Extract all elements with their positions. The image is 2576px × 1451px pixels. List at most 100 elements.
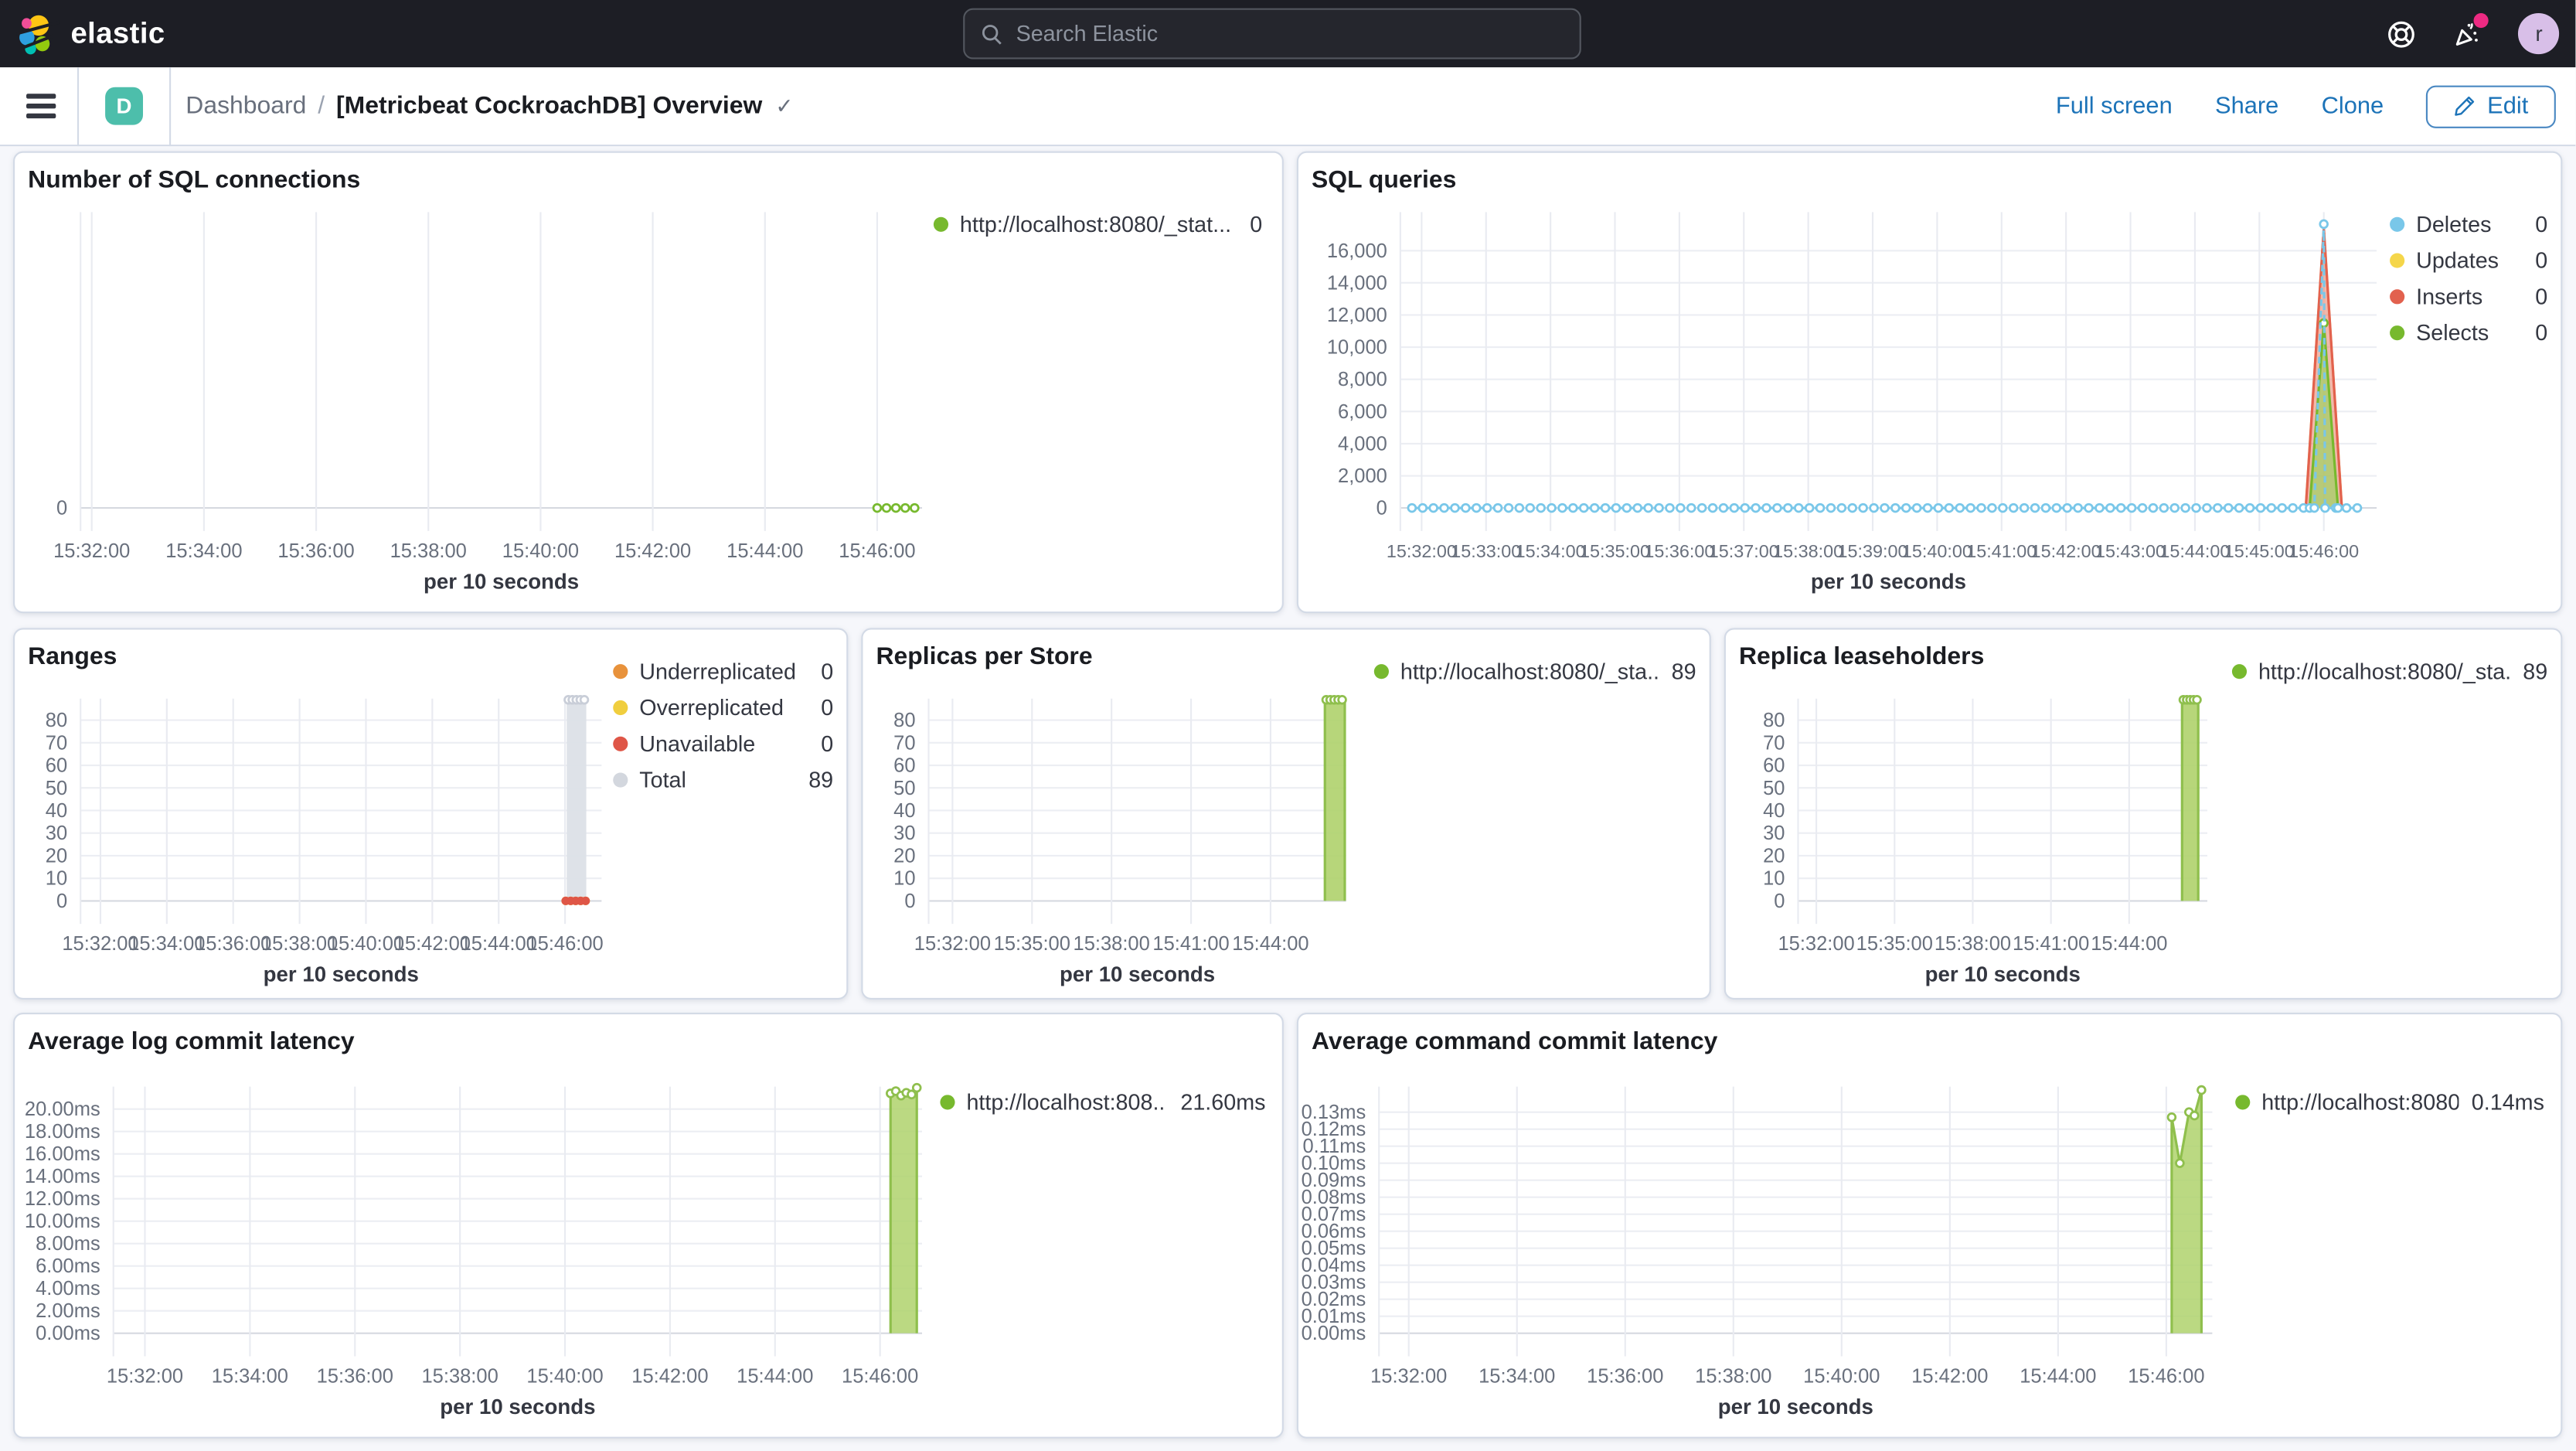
svg-text:80: 80 (46, 710, 67, 731)
svg-text:20: 20 (1763, 845, 1785, 867)
legend-item[interactable]: Overreplicated 0 (613, 696, 833, 720)
legend-series-value: 0 (1250, 212, 1263, 237)
legend-item[interactable]: Selects 0 (2390, 321, 2547, 346)
svg-text:15:42:00: 15:42:00 (1911, 1365, 1988, 1387)
legend-item[interactable]: Underreplicated 0 (613, 659, 833, 684)
svg-text:15:44:00: 15:44:00 (737, 1365, 813, 1387)
legend-series-value: 0.14ms (2471, 1089, 2544, 1115)
svg-text:2.00ms: 2.00ms (36, 1300, 100, 1322)
svg-text:15:32:00: 15:32:00 (107, 1365, 183, 1387)
ranges-chart[interactable]: 0102030405060708015:32:0015:34:0015:36:0… (15, 629, 848, 999)
legend-series-label: http://localhost:8080/_stat... (959, 212, 1232, 237)
svg-text:15:36:00: 15:36:00 (1644, 541, 1714, 561)
svg-text:8,000: 8,000 (1338, 369, 1387, 390)
menu-icon[interactable] (26, 94, 56, 118)
svg-text:15:38:00: 15:38:00 (261, 933, 338, 955)
svg-text:15:32:00: 15:32:00 (62, 933, 138, 955)
elastic-brand[interactable]: elastic (16, 0, 165, 67)
chart-legend: http://localhost:8080... 0.14ms (2235, 1090, 2544, 1126)
svg-text:70: 70 (893, 732, 915, 754)
legend-item[interactable]: Unavailable 0 (613, 731, 833, 756)
elastic-logo-icon (16, 14, 60, 54)
svg-text:15:38:00: 15:38:00 (390, 540, 467, 562)
legend-item[interactable]: Inserts 0 (2390, 284, 2547, 309)
legend-series-dot (933, 216, 949, 232)
svg-text:per 10 seconds: per 10 seconds (1060, 962, 1215, 986)
svg-text:50: 50 (46, 778, 67, 799)
panel-title: Average log commit latency (28, 1027, 355, 1056)
svg-text:40: 40 (893, 800, 915, 822)
svg-text:15:32:00: 15:32:00 (1778, 933, 1854, 955)
svg-text:per 10 seconds: per 10 seconds (1718, 1395, 1873, 1419)
svg-text:15:38:00: 15:38:00 (1695, 1365, 1771, 1387)
legend-series-label: Deletes (2416, 212, 2492, 237)
news-feed-icon[interactable] (2453, 12, 2489, 48)
breadcrumb-separator: / (318, 92, 325, 121)
legend-item[interactable]: Total 89 (613, 768, 833, 792)
svg-text:15:33:00: 15:33:00 (1451, 541, 1521, 561)
svg-text:0.01ms: 0.01ms (1302, 1306, 1366, 1327)
legend-item[interactable]: http://localhost:8080/_sta... 89 (2231, 659, 2547, 684)
legend-series-value: 89 (808, 768, 834, 793)
svg-text:10: 10 (1763, 868, 1785, 890)
svg-text:80: 80 (1763, 710, 1785, 731)
panel-title: Ranges (28, 642, 117, 671)
svg-text:0.06ms: 0.06ms (1302, 1221, 1366, 1242)
panel-average-command-commit-latency: Average command commit latency 0.00ms 0.0… (1296, 1012, 2563, 1439)
title-check-icon[interactable]: ✓ (775, 93, 794, 118)
legend-series-dot (2390, 325, 2405, 341)
legend-item[interactable]: Deletes 0 (2390, 212, 2547, 237)
panel-replicas-per-store: Replicas per Store 0 10 20 30 40 50 60 70 80 15:3… (861, 628, 1711, 1000)
legend-item[interactable]: http://localhost:808... 21.60ms (940, 1090, 1265, 1115)
legend-series-dot (613, 736, 628, 751)
svg-text:15:42:00: 15:42:00 (631, 1365, 708, 1387)
edit-button[interactable]: Edit (2426, 84, 2557, 128)
svg-text:15:40:00: 15:40:00 (1803, 1365, 1880, 1387)
svg-text:16.00ms: 16.00ms (25, 1143, 100, 1165)
svg-text:15:32:00: 15:32:00 (1387, 541, 1457, 561)
legend-series-label: Unavailable (639, 731, 756, 757)
legend-item[interactable]: Updates 0 (2390, 248, 2547, 273)
full-screen-button[interactable]: Full screen (2055, 93, 2173, 120)
svg-text:0.04ms: 0.04ms (1302, 1255, 1366, 1276)
svg-text:15:44:00: 15:44:00 (1232, 933, 1308, 955)
legend-item[interactable]: http://localhost:8080... 0.14ms (2235, 1090, 2544, 1115)
toolbar-actions: Full screen Share Clone Edit (2055, 84, 2576, 128)
svg-text:15:36:00: 15:36:00 (317, 1365, 393, 1387)
share-button[interactable]: Share (2215, 93, 2279, 120)
legend-item[interactable]: http://localhost:8080/_stat... 0 (933, 212, 1263, 237)
dashboard-app-badge[interactable]: D (105, 87, 144, 125)
svg-text:15:35:00: 15:35:00 (994, 933, 1070, 955)
svg-text:15:40:00: 15:40:00 (526, 1365, 603, 1387)
avg-log-commit-latency-chart[interactable]: 0.00ms2.00ms4.00ms6.00ms8.00ms10.00ms12.… (15, 1014, 1284, 1439)
svg-text:0: 0 (904, 891, 915, 912)
legend-series-label: Selects (2416, 320, 2489, 346)
avg-command-commit-latency-chart[interactable]: 0.00ms0.01ms0.02ms0.03ms0.04ms0.05ms0.06… (1298, 1014, 2562, 1439)
sql-connections-chart[interactable]: 0 15:32:00 15:34:00 15:36:00 15:38:00 15:40:0… (15, 153, 1284, 613)
svg-text:0.00ms: 0.00ms (1302, 1323, 1366, 1344)
svg-text:0.00ms: 0.00ms (36, 1323, 100, 1344)
legend-series-value: 0 (2535, 320, 2548, 346)
svg-text:15:44:00: 15:44:00 (2159, 541, 2230, 561)
sql-queries-chart[interactable]: 0 2,000 4,000 6,000 8,000 10,000 12,000 14,000 1… (1298, 153, 2562, 613)
global-search[interactable] (963, 8, 1581, 60)
clone-button[interactable]: Clone (2321, 93, 2384, 120)
panel-replica-leaseholders: Replica leaseholders 0 10 20 30 40 50 60 70 80 15… (1724, 628, 2563, 1000)
search-input[interactable] (1016, 21, 1564, 46)
svg-text:15:38:00: 15:38:00 (422, 1365, 499, 1387)
svg-text:6.00ms: 6.00ms (36, 1255, 100, 1277)
svg-text:15:44:00: 15:44:00 (2020, 1365, 2096, 1387)
user-avatar[interactable]: r (2518, 13, 2560, 55)
svg-text:15:46:00: 15:46:00 (2288, 541, 2359, 561)
chart-legend: http://localhost:808... 21.60ms (940, 1090, 1265, 1126)
svg-text:15:46:00: 15:46:00 (526, 933, 603, 955)
svg-text:15:32:00: 15:32:00 (53, 540, 130, 562)
breadcrumb-dashboard[interactable]: Dashboard (185, 92, 307, 121)
divider (77, 66, 80, 146)
svg-text:0.09ms: 0.09ms (1302, 1170, 1366, 1191)
help-icon[interactable] (2387, 19, 2416, 48)
legend-series-label: http://localhost:8080/_sta... (2258, 659, 2510, 684)
legend-item[interactable]: http://localhost:8080/_sta... 89 (1373, 659, 1696, 684)
